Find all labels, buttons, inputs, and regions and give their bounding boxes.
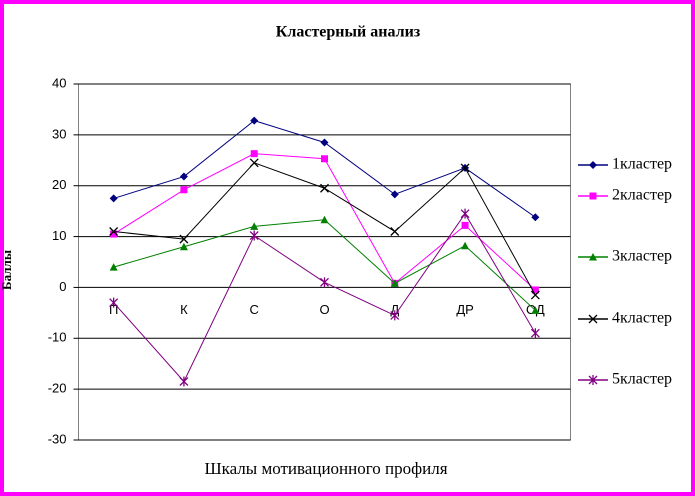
data-point <box>250 150 258 158</box>
data-point <box>249 158 259 168</box>
data-point <box>320 277 329 288</box>
x-tick-label: С <box>250 302 259 317</box>
data-point <box>320 215 329 224</box>
x-tick-label: ДР <box>456 302 473 317</box>
y-tick-label: -10 <box>48 330 67 345</box>
data-point <box>531 286 539 294</box>
data-point <box>530 290 540 300</box>
data-point <box>321 155 328 163</box>
data-point <box>179 172 188 181</box>
data-point <box>531 213 540 222</box>
y-tick-label: 10 <box>52 228 66 243</box>
x-tick-label: О <box>319 302 329 317</box>
y-tick-label: -20 <box>48 381 67 396</box>
legend-marker <box>589 253 597 261</box>
data-point <box>390 279 399 287</box>
x-tick-label: К <box>180 302 188 317</box>
data-point <box>320 183 329 193</box>
data-point <box>320 138 329 147</box>
data-point <box>531 306 540 314</box>
y-axis-title: Баллы <box>0 250 14 290</box>
y-tick-label: 30 <box>52 126 66 141</box>
data-point <box>460 163 470 173</box>
legend-marker <box>589 161 597 169</box>
y-tick-label: 20 <box>52 177 66 192</box>
chart-title: Кластерный анализ <box>276 24 421 41</box>
legend-label: 3кластер <box>612 248 672 265</box>
legend-marker <box>588 375 598 385</box>
plot-area <box>78 83 571 441</box>
legend-label: 4кластер <box>612 310 672 327</box>
y-tick-label: 40 <box>52 75 66 90</box>
legend-label: 5кластер <box>612 371 672 388</box>
data-point <box>390 227 400 236</box>
data-point <box>461 241 470 250</box>
data-point <box>179 234 189 244</box>
legend-marker <box>589 192 597 200</box>
legend-label: 2кластер <box>612 187 672 204</box>
y-tick-label: 0 <box>59 279 66 294</box>
data-point <box>461 221 469 229</box>
data-point <box>180 186 188 194</box>
x-tick-label: П <box>109 302 118 317</box>
data-point <box>250 116 259 125</box>
y-tick-label: -30 <box>48 431 67 446</box>
data-point <box>390 310 400 321</box>
legend-label: 1кластер <box>612 156 672 173</box>
data-point <box>530 328 540 339</box>
data-point <box>179 242 188 251</box>
x-axis-title: Шкалы мотивационного профиля <box>204 459 447 478</box>
data-point <box>109 227 119 236</box>
data-point <box>460 208 470 219</box>
data-point <box>249 230 259 241</box>
data-point <box>110 230 118 238</box>
data-point <box>179 376 189 387</box>
x-tick-label: Д <box>390 302 399 317</box>
legend-marker <box>588 314 598 324</box>
data-point <box>109 194 118 203</box>
data-point <box>250 222 259 230</box>
data-point <box>109 297 119 308</box>
data-point <box>109 263 118 271</box>
data-point <box>390 190 399 199</box>
